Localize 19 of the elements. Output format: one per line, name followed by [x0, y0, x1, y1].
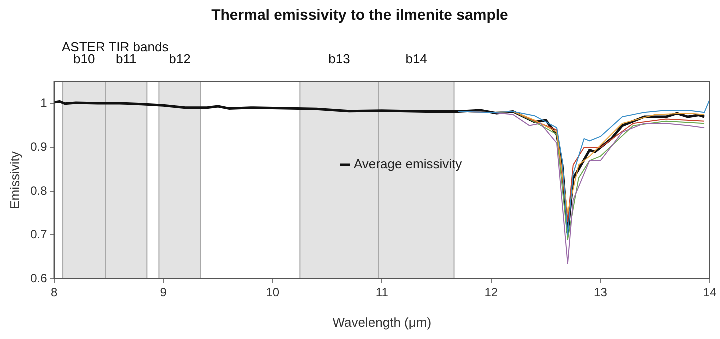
x-tick-label: 9 — [160, 286, 168, 300]
x-axis-title: Wavelength (μm) — [332, 314, 432, 330]
y-axis-title: Emissivity — [7, 151, 22, 210]
x-tick-label: 14 — [703, 286, 717, 300]
y-tick-label: 0.8 — [30, 184, 48, 198]
band-label: b14 — [406, 52, 428, 67]
y-tick-label: 0.9 — [30, 140, 48, 154]
y-tick-label: 1 — [40, 96, 48, 110]
y-tick-label: 0.7 — [30, 228, 48, 242]
x-tick-label: 10 — [266, 286, 280, 300]
y-tick-label: 0.6 — [30, 271, 48, 286]
chart-title: Thermal emissivity to the ilmenite sample — [212, 7, 508, 24]
band-label: b12 — [169, 52, 191, 67]
band-label: b13 — [328, 52, 350, 67]
x-tick-label: 8 — [50, 286, 58, 300]
x-tick-label: 12 — [484, 286, 498, 300]
legend-label: Average emissivity — [354, 156, 463, 172]
x-tick-label: 13 — [594, 286, 608, 300]
x-tick-label: 11 — [376, 286, 389, 300]
